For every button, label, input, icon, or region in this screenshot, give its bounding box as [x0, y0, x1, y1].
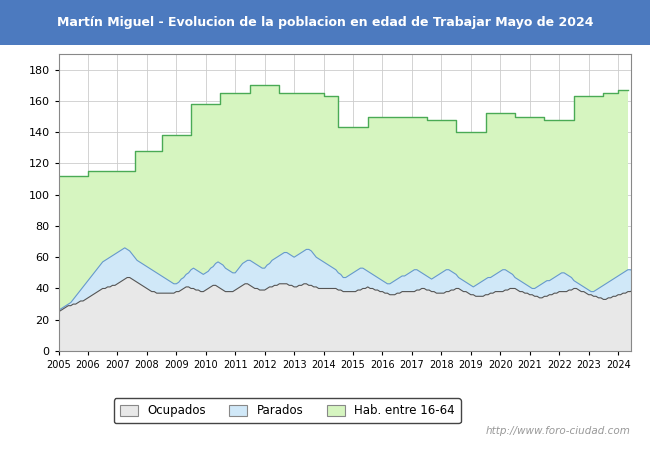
Text: Martín Miguel - Evolucion de la poblacion en edad de Trabajar Mayo de 2024: Martín Miguel - Evolucion de la poblacio… [57, 16, 593, 29]
Legend: Ocupados, Parados, Hab. entre 16-64: Ocupados, Parados, Hab. entre 16-64 [114, 399, 461, 423]
Text: http://www.foro-ciudad.com: http://www.foro-ciudad.com [486, 427, 630, 436]
